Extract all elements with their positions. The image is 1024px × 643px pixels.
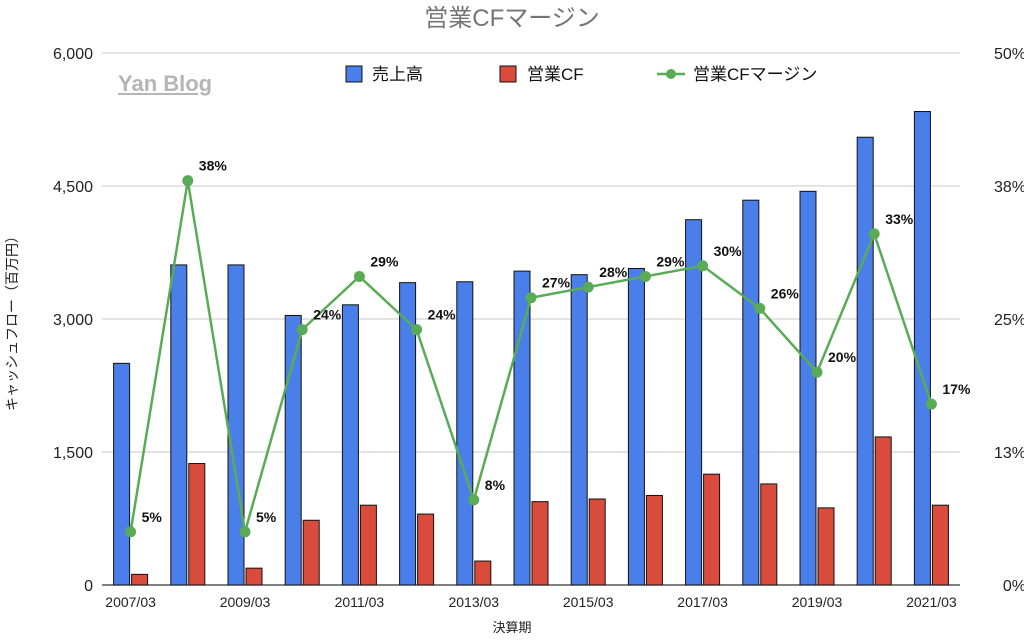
y-tick-label: 0 [84,578,93,595]
sales-bar [399,282,417,586]
operating-cf-bar [874,436,892,586]
legend-swatch-sales [345,65,363,83]
margin-point [468,494,480,506]
operating-cf-bar [359,504,377,586]
margin-point [411,324,423,336]
operating-cf-bar [588,498,606,586]
margin-point [754,302,766,314]
chart-title: 営業CFマージン [424,5,600,32]
legend-marker-margin [666,69,676,79]
operating-cf-bar [188,463,206,586]
y2-tick-label: 0% [1003,578,1024,595]
margin-data-label: 8% [485,477,506,493]
margin-point [811,366,823,378]
y-tick-label: 4,500 [53,179,93,196]
margin-point [868,228,880,240]
margin-data-label: 29% [656,253,685,269]
x-tick-label: 2017/03 [677,594,728,610]
y2-tick-label: 13% [994,445,1024,462]
axis-layer: 0 0% 1,500 13% 3,000 25% 4,500 38% 6,000 50% 2007/… [53,46,1024,610]
operating-cf-bar [817,507,835,586]
sales-bar [799,190,817,586]
operating-cf-bar [645,494,663,586]
margin-data-label: 24% [428,307,457,323]
sales-bar [627,267,645,586]
sales-bar [913,111,931,586]
operating-cf-bar [531,501,549,586]
margin-point [582,281,594,293]
legend-label-operating-cf: 営業CF [527,65,584,84]
margin-data-label: 30% [714,243,743,259]
line-layer: 5% 38% 5% 24% 29% 24% 8% 27% 28% 29% 30% 26% 20% 33% 1… [125,158,971,538]
margin-data-label: 5% [256,509,277,525]
margin-data-label: 24% [313,307,342,323]
margin-point [639,270,651,282]
margin-data-label: 38% [199,158,228,174]
operating-cf-bar [245,567,263,586]
x-tick-label: 2013/03 [448,594,499,610]
y2-tick-label: 38% [994,179,1024,196]
margin-data-label: 27% [542,275,571,291]
x-tick-label: 2021/03 [906,594,957,610]
margin-point [525,292,537,304]
operating-cf-bar [931,504,949,586]
operating-cf-bar [302,519,320,586]
sales-bar [742,199,760,586]
margin-point [697,260,709,272]
legend-swatch-operating-cf [499,65,517,83]
sales-bar [513,270,531,586]
y-tick-label: 6,000 [53,46,93,63]
margin-point [296,324,308,336]
y2-tick-label: 25% [994,312,1024,329]
x-tick-label: 2015/03 [563,594,614,610]
sales-bar [227,264,245,586]
legend: 売上高 営業CF 営業CFマージン [345,65,817,84]
y-axis-title: キャッシュフロー（百万円） [4,229,20,411]
operating-cf-bar [417,513,435,586]
legend-label-margin: 営業CFマージン [693,65,817,84]
operating-cf-bar [474,560,492,586]
x-tick-label: 2011/03 [335,594,385,610]
sales-bar [341,304,359,586]
margin-point [182,175,194,187]
x-axis-title: 決算期 [492,620,531,635]
sales-bar [570,274,588,586]
x-tick-label: 2009/03 [220,594,271,610]
sales-bar [856,136,874,586]
sales-bar [284,314,302,586]
margin-data-label: 28% [599,264,628,280]
margin-data-label: 33% [885,211,914,227]
margin-data-label: 17% [942,381,971,397]
sales-bar [170,264,188,586]
sales-bar [113,362,131,586]
margin-point [125,526,137,538]
margin-data-label: 26% [771,285,800,301]
bar-layer [113,111,949,586]
legend-label-sales: 売上高 [372,65,423,84]
x-tick-label: 2007/03 [105,594,156,610]
margin-data-label: 29% [370,253,399,269]
margin-point [239,526,251,538]
y-tick-label: 3,000 [53,312,93,329]
operating-cf-bar [703,473,721,586]
margin-data-label: 20% [828,349,857,365]
margin-point [925,398,937,410]
operating-cf-bar [131,573,149,586]
y2-tick-label: 50% [994,46,1024,63]
margin-data-label: 5% [142,509,163,525]
grid-layer [102,52,960,586]
sales-bar [456,281,474,586]
margin-point [353,270,365,282]
watermark: Yan Blog [118,71,213,96]
operating-cf-bar [760,483,778,586]
x-tick-label: 2019/03 [792,594,843,610]
y-tick-label: 1,500 [53,445,93,462]
sales-bar [685,219,703,586]
